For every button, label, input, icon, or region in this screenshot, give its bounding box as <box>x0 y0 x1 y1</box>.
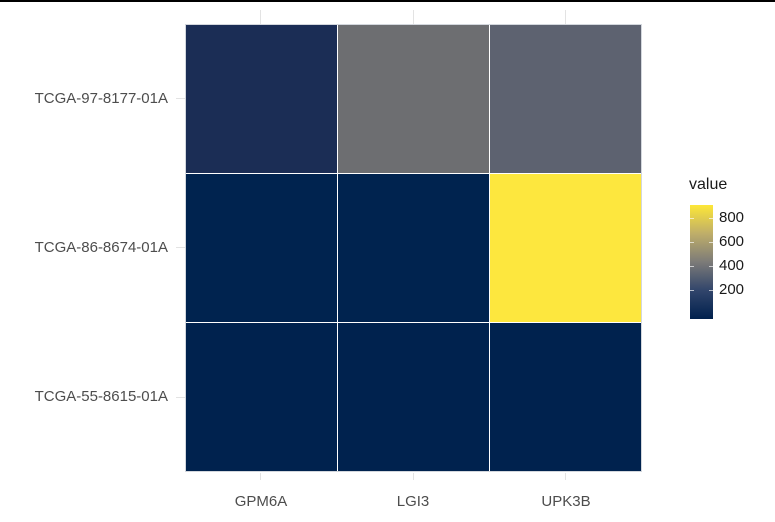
colorbar-tick <box>709 242 713 243</box>
colorbar-tick <box>709 290 713 291</box>
y-axis-label: TCGA-97-8177-01A <box>34 90 168 107</box>
legend-title: value <box>689 176 728 193</box>
heatmap-cell <box>338 174 489 322</box>
heatmap-cell <box>186 323 337 471</box>
x-axis-top-tick <box>413 10 414 24</box>
legend-tick-label: 800 <box>719 209 745 226</box>
legend-tick-label: 600 <box>719 233 745 250</box>
x-axis-label: LGI3 <box>396 493 430 510</box>
window-top-border <box>0 0 775 2</box>
heatmap-cell <box>338 323 489 471</box>
heatmap-grid <box>185 24 642 472</box>
legend-tick-label: 200 <box>719 281 745 298</box>
x-axis-top-tick <box>260 10 261 24</box>
x-axis-tick <box>565 473 566 480</box>
colorbar-tick <box>690 218 694 219</box>
colorbar-tick <box>690 266 694 267</box>
heatmap-cell <box>338 25 489 173</box>
colorbar-tick <box>709 218 713 219</box>
y-axis-label: TCGA-55-8615-01A <box>34 388 168 405</box>
x-axis-label: GPM6A <box>234 493 288 510</box>
y-axis-tick <box>176 397 185 398</box>
y-axis-label: TCGA-86-8674-01A <box>34 239 168 256</box>
heatmap-cell <box>186 25 337 173</box>
y-axis-tick <box>176 98 185 99</box>
heatmap-cell <box>490 25 641 173</box>
y-axis-tick <box>176 247 185 248</box>
x-axis-tick <box>260 473 261 480</box>
colorbar-tick <box>690 290 694 291</box>
heatmap-cell <box>490 323 641 471</box>
legend-colorbar <box>690 205 713 319</box>
x-axis-tick <box>413 473 414 480</box>
x-axis-label: UPK3B <box>541 493 591 510</box>
x-axis-top-tick <box>565 10 566 24</box>
colorbar-tick <box>690 242 694 243</box>
legend-tick-label: 400 <box>719 257 745 274</box>
heatmap-cell <box>490 174 641 322</box>
colorbar-tick <box>709 266 713 267</box>
heatmap-cell <box>186 174 337 322</box>
